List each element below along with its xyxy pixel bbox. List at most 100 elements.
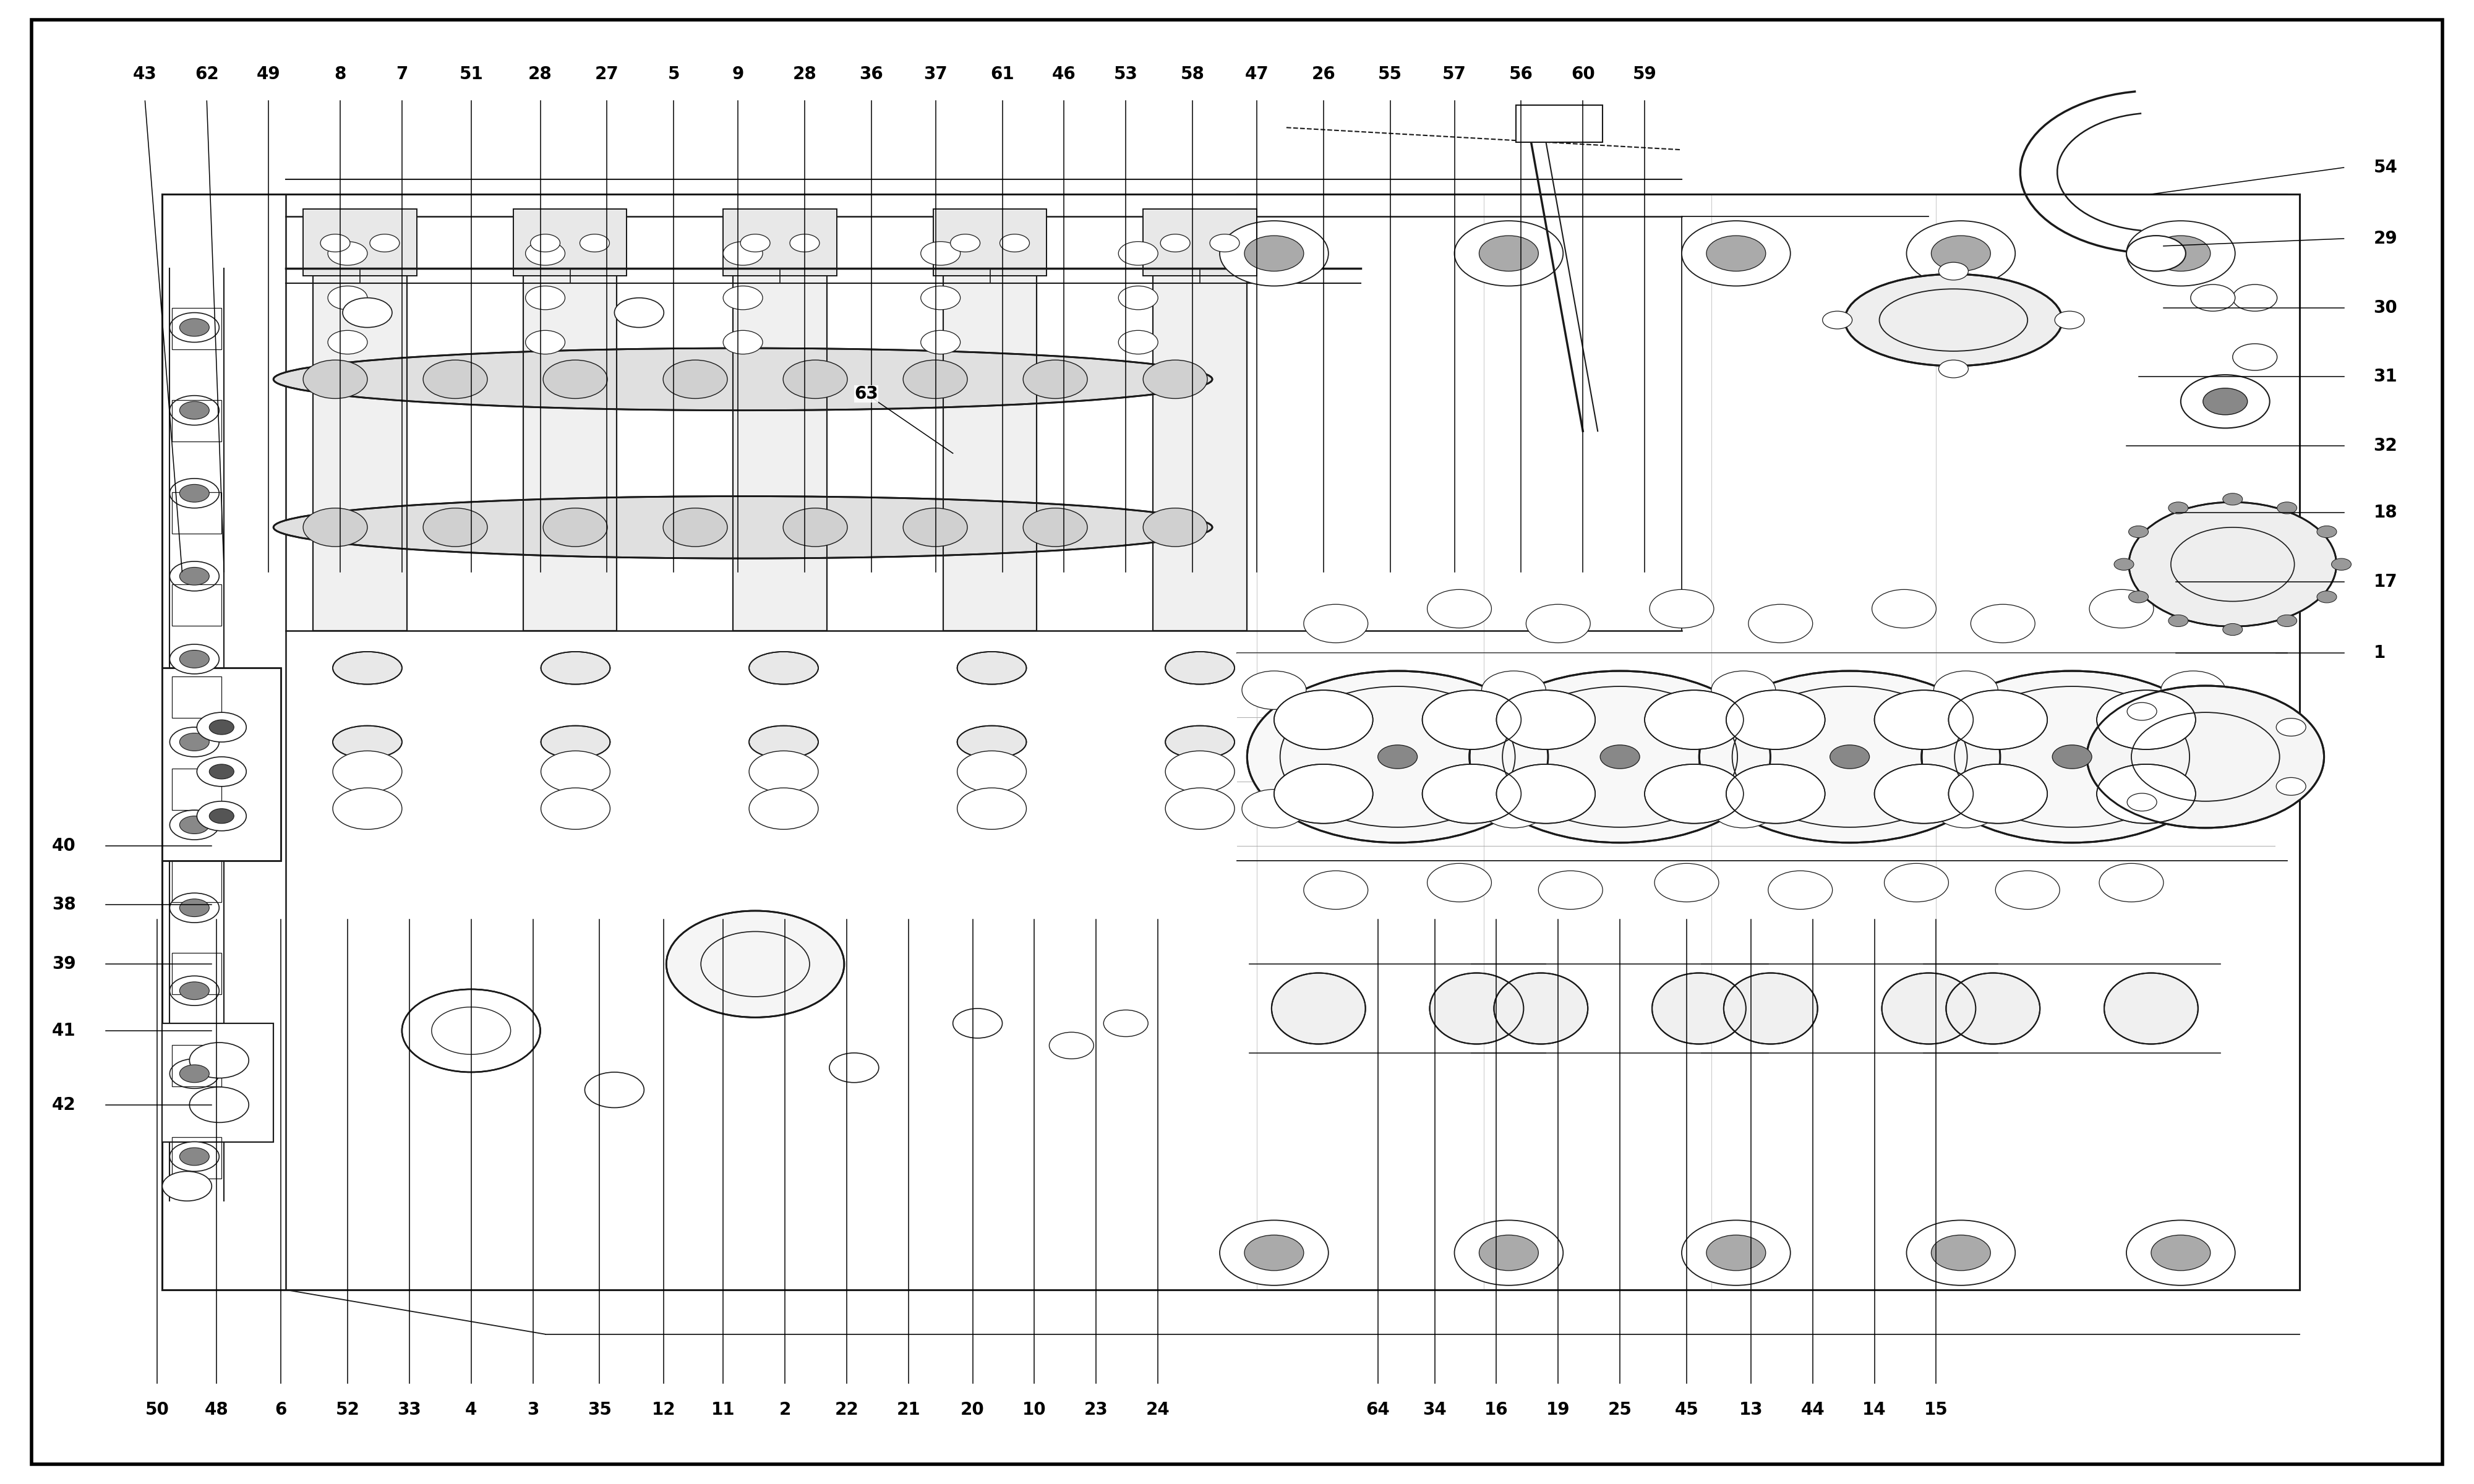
Circle shape xyxy=(829,1054,878,1082)
Ellipse shape xyxy=(1165,651,1235,684)
Text: 10: 10 xyxy=(1022,1401,1047,1419)
Text: 54: 54 xyxy=(2373,159,2397,177)
Bar xyxy=(1143,209,1257,276)
Bar xyxy=(1153,217,1247,631)
Circle shape xyxy=(666,911,844,1018)
Circle shape xyxy=(524,242,564,266)
Text: 2: 2 xyxy=(779,1401,792,1419)
Ellipse shape xyxy=(1165,726,1235,758)
Circle shape xyxy=(999,234,1029,252)
Circle shape xyxy=(2202,389,2246,416)
Circle shape xyxy=(181,650,210,668)
Text: 57: 57 xyxy=(1442,65,1467,83)
Circle shape xyxy=(789,234,819,252)
Circle shape xyxy=(1143,361,1207,399)
Circle shape xyxy=(171,478,220,508)
Circle shape xyxy=(903,361,967,399)
Circle shape xyxy=(1707,236,1766,272)
Circle shape xyxy=(950,234,980,252)
Circle shape xyxy=(1497,690,1596,749)
Circle shape xyxy=(401,990,539,1071)
Circle shape xyxy=(663,361,727,399)
Circle shape xyxy=(1242,671,1306,709)
Circle shape xyxy=(329,331,366,355)
Circle shape xyxy=(542,751,611,792)
Circle shape xyxy=(423,508,487,546)
Ellipse shape xyxy=(1724,974,1818,1045)
Ellipse shape xyxy=(1494,974,1588,1045)
Circle shape xyxy=(171,313,220,343)
Bar xyxy=(512,209,626,276)
Ellipse shape xyxy=(1700,671,1999,843)
Text: 14: 14 xyxy=(1863,1401,1885,1419)
Ellipse shape xyxy=(750,651,819,684)
Circle shape xyxy=(2088,686,2323,828)
Text: 17: 17 xyxy=(2373,573,2397,591)
Circle shape xyxy=(1707,1235,1766,1270)
Circle shape xyxy=(1455,1220,1564,1285)
Bar xyxy=(522,217,616,631)
Bar xyxy=(943,217,1037,631)
Circle shape xyxy=(1932,1235,1992,1270)
Ellipse shape xyxy=(1947,974,2041,1045)
Circle shape xyxy=(2098,764,2194,824)
Circle shape xyxy=(2150,1235,2209,1270)
Circle shape xyxy=(2100,864,2162,902)
Circle shape xyxy=(2331,558,2350,570)
Circle shape xyxy=(181,402,210,420)
Circle shape xyxy=(171,644,220,674)
Circle shape xyxy=(1118,242,1158,266)
Text: 22: 22 xyxy=(834,1401,858,1419)
Circle shape xyxy=(1274,764,1373,824)
Circle shape xyxy=(2128,502,2335,626)
Text: 45: 45 xyxy=(1675,1401,1700,1419)
Circle shape xyxy=(740,234,769,252)
Circle shape xyxy=(579,234,609,252)
Text: 5: 5 xyxy=(668,65,680,83)
Circle shape xyxy=(171,1060,220,1088)
Circle shape xyxy=(1427,864,1492,902)
Circle shape xyxy=(1539,871,1603,910)
Text: 35: 35 xyxy=(586,1401,611,1419)
Circle shape xyxy=(1907,1220,2016,1285)
Circle shape xyxy=(2232,344,2276,371)
Text: 31: 31 xyxy=(2373,368,2397,384)
Circle shape xyxy=(171,976,220,1006)
Circle shape xyxy=(2091,589,2152,628)
Circle shape xyxy=(181,982,210,1000)
Circle shape xyxy=(722,286,762,310)
Text: 53: 53 xyxy=(1113,65,1138,83)
Bar xyxy=(173,401,223,442)
Text: 38: 38 xyxy=(52,896,77,914)
Text: 55: 55 xyxy=(1378,65,1403,83)
Circle shape xyxy=(322,234,349,252)
Text: 4: 4 xyxy=(465,1401,477,1419)
Text: 36: 36 xyxy=(858,65,883,83)
Text: 16: 16 xyxy=(1484,1401,1509,1419)
Circle shape xyxy=(2128,591,2147,603)
Text: 18: 18 xyxy=(2373,505,2397,521)
Bar xyxy=(173,861,223,902)
Circle shape xyxy=(171,561,220,591)
Circle shape xyxy=(2276,778,2306,795)
Circle shape xyxy=(1497,764,1596,824)
Circle shape xyxy=(329,286,366,310)
Text: 52: 52 xyxy=(336,1401,359,1419)
Circle shape xyxy=(2167,502,2187,513)
Circle shape xyxy=(1143,508,1207,546)
Circle shape xyxy=(529,234,559,252)
Circle shape xyxy=(903,508,967,546)
Ellipse shape xyxy=(1653,974,1747,1045)
Circle shape xyxy=(198,712,247,742)
Circle shape xyxy=(1526,604,1591,643)
Bar xyxy=(933,209,1047,276)
Circle shape xyxy=(344,298,391,328)
Text: 58: 58 xyxy=(1180,65,1205,83)
Text: 11: 11 xyxy=(710,1401,735,1419)
Circle shape xyxy=(304,508,366,546)
Circle shape xyxy=(1972,604,2036,643)
Circle shape xyxy=(920,286,960,310)
Bar xyxy=(512,209,626,276)
Circle shape xyxy=(952,1009,1002,1039)
Text: 40: 40 xyxy=(52,837,77,855)
